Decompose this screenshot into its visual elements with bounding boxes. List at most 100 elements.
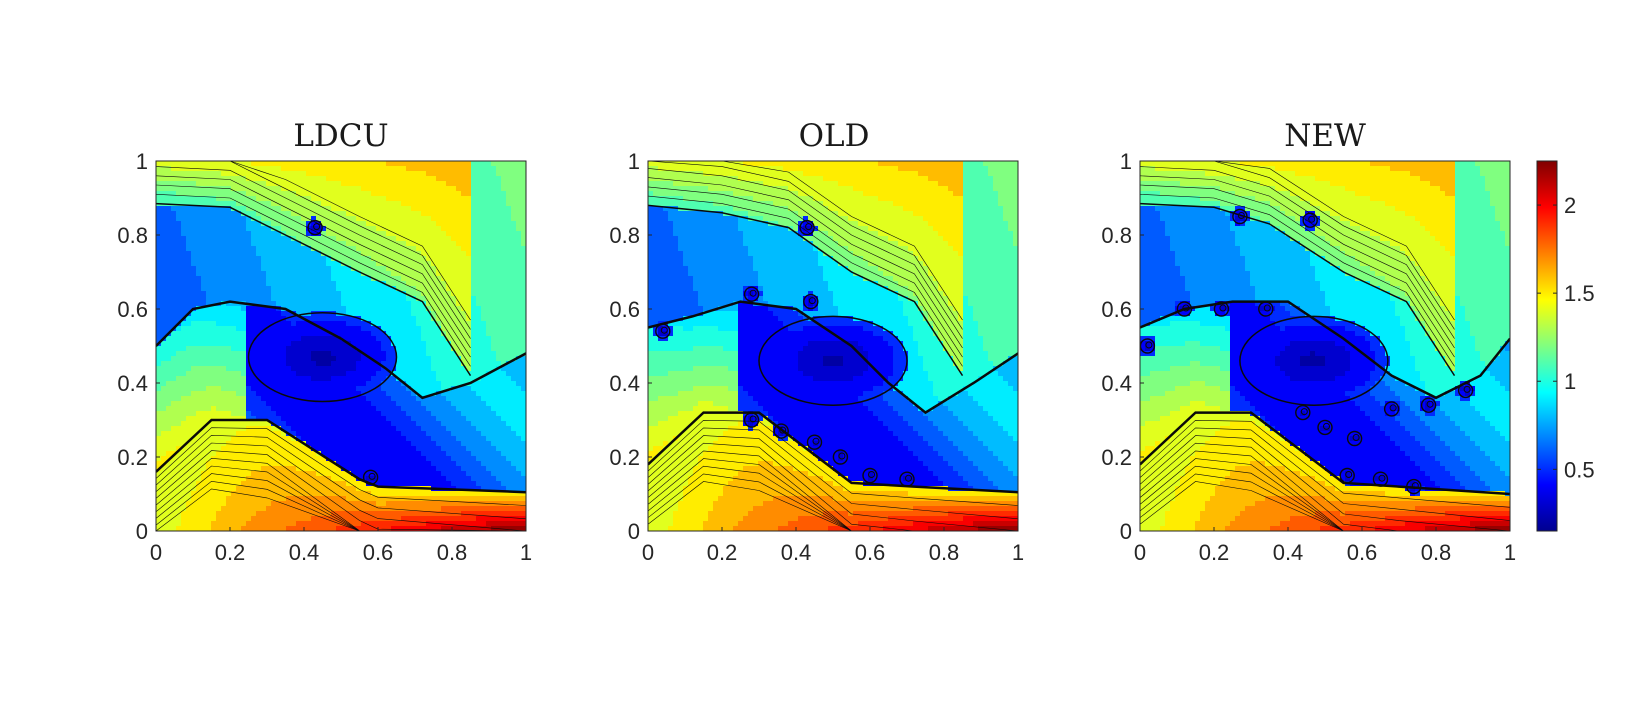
field-cell [266, 246, 272, 252]
field-cell [281, 426, 287, 432]
field-cell [431, 446, 437, 452]
field-cell [416, 301, 422, 307]
field-cell [396, 311, 402, 317]
field-cell [296, 321, 302, 327]
field-cell [241, 306, 247, 312]
field-cell [181, 216, 187, 222]
field-cell [256, 496, 262, 502]
field-cell [206, 366, 212, 372]
field-cell [446, 451, 452, 457]
field-cell [286, 236, 292, 242]
field-cell [246, 286, 252, 292]
field-cell [211, 306, 217, 312]
field-cell [206, 431, 212, 437]
field-cell [166, 346, 172, 352]
field-cell [181, 281, 187, 287]
field-cell [381, 371, 387, 377]
field-cell [331, 261, 337, 267]
field-cell [206, 286, 212, 292]
field-cell [501, 361, 507, 367]
field-cell [156, 176, 162, 182]
field-cell [251, 186, 257, 192]
field-cell [346, 166, 352, 172]
field-cell [386, 346, 392, 352]
field-cell [361, 196, 367, 202]
field-cell [376, 201, 382, 207]
field-cell [441, 431, 447, 437]
field-cell [311, 221, 317, 227]
field-cell [211, 426, 217, 432]
field-cell [456, 416, 462, 422]
field-cell [276, 361, 282, 367]
field-cell [521, 406, 526, 412]
field-cell [216, 186, 222, 192]
field-cell [391, 456, 397, 462]
field-cell [351, 371, 357, 377]
field-cell [191, 481, 197, 487]
field-cell [476, 196, 482, 202]
field-cell [326, 271, 332, 277]
field-cell [441, 341, 447, 347]
field-cell [211, 346, 217, 352]
field-cell [396, 396, 402, 402]
field-cell [181, 301, 187, 307]
field-cell [391, 246, 397, 252]
field-cell [381, 351, 387, 357]
field-cell [401, 226, 407, 232]
field-cell [171, 386, 177, 392]
field-cell [356, 296, 362, 302]
field-cell [361, 266, 367, 272]
field-cell [226, 216, 232, 222]
field-cell [471, 471, 477, 477]
field-cell [436, 476, 442, 482]
field-cell [311, 281, 317, 287]
field-cell [506, 171, 512, 177]
field-cell [226, 391, 232, 397]
field-cell [441, 396, 447, 402]
field-cell [501, 226, 507, 232]
field-cell [481, 451, 487, 457]
field-cell [276, 446, 282, 452]
field-cell [391, 396, 397, 402]
field-cell [246, 236, 252, 242]
field-cell [416, 296, 422, 302]
field-cell [221, 161, 227, 167]
field-cell [521, 366, 526, 372]
field-cell [261, 336, 267, 342]
field-cell [411, 416, 417, 422]
field-cell [456, 196, 462, 202]
field-cell [431, 201, 437, 207]
field-cell [361, 461, 367, 467]
field-cell [406, 321, 412, 327]
field-cell [381, 366, 387, 372]
field-cell [291, 416, 297, 422]
field-cell [226, 471, 232, 477]
field-cell [186, 401, 192, 407]
field-cell [406, 386, 412, 392]
field-cell [166, 431, 172, 437]
field-cell [381, 446, 387, 452]
field-cell [426, 461, 432, 467]
field-cell [346, 196, 352, 202]
field-cell [306, 166, 312, 172]
field-cell [356, 261, 362, 267]
field-cell [336, 366, 342, 372]
field-cell [346, 431, 352, 437]
field-cell [311, 436, 317, 442]
field-cell [446, 406, 452, 412]
field-cell [421, 451, 427, 457]
field-cell [186, 441, 192, 447]
field-cell [231, 411, 237, 417]
field-cell [331, 291, 337, 297]
field-cell [391, 301, 397, 307]
field-cell [331, 346, 337, 352]
field-cell [421, 281, 427, 287]
field-cell [471, 386, 477, 392]
field-cell [331, 421, 337, 427]
field-cell [256, 171, 262, 177]
field-cell [266, 261, 272, 267]
field-cell [171, 341, 177, 347]
field-cell [476, 216, 482, 222]
field-cell [316, 491, 322, 497]
field-cell [516, 431, 522, 437]
